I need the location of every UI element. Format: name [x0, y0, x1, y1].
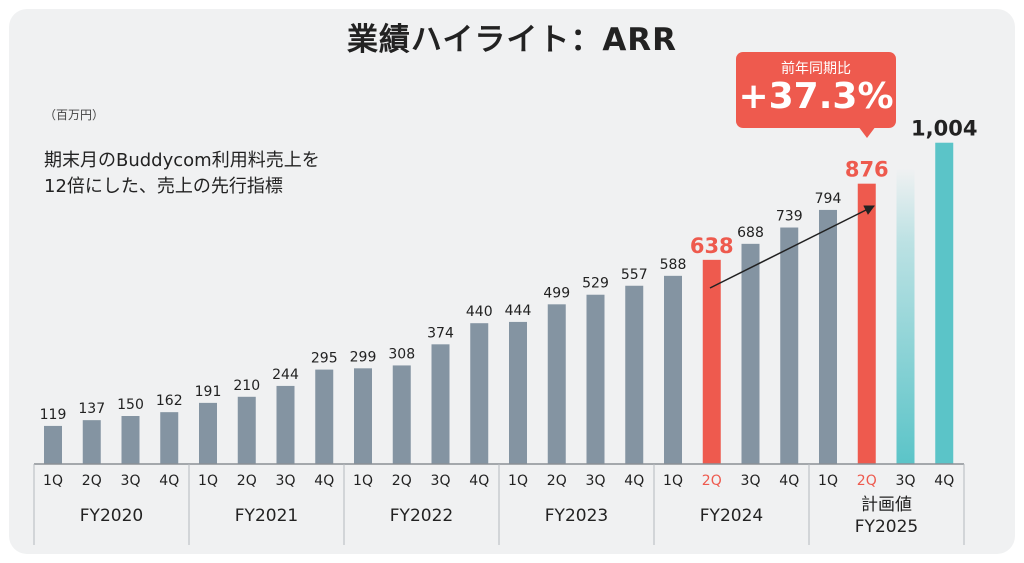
bar-2q-14 [547, 304, 566, 464]
bar-3q-3 [121, 416, 140, 464]
bar-1q-13 [509, 321, 527, 464]
bar-4q-4 [160, 412, 179, 464]
bar-4q-16 [625, 285, 644, 464]
growth-arrow [709, 205, 875, 289]
value-label: 119 [40, 407, 67, 423]
quarter-label: 2Q [702, 473, 722, 489]
value-label: 499 [543, 285, 570, 301]
bar-4q-20 [780, 227, 799, 464]
quarter-label: 3Q [741, 473, 761, 489]
quarter-label: 1Q [43, 473, 63, 489]
bar-3q-11 [431, 344, 450, 464]
quarter-label: 1Q [663, 473, 683, 489]
quarter-label: 4Q [314, 473, 334, 489]
bar-2q-18 [702, 259, 721, 464]
value-label: 295 [311, 351, 338, 367]
quarter-label: 4Q [159, 473, 179, 489]
quarter-label: 3Q [431, 473, 451, 489]
bar-4q-8 [315, 369, 334, 464]
bar-1q-1 [44, 425, 62, 464]
yoy-badge: 前年同期比 +37.3% [736, 52, 896, 128]
chart-description: 期末月のBuddycom利用料売上を 12倍にした、売上の先行指標 [44, 150, 320, 197]
bar-1q-21 [819, 209, 837, 464]
value-label: 374 [427, 325, 454, 341]
yoy-value: +37.3% [738, 76, 894, 117]
quarter-label: 2Q [857, 473, 877, 489]
bar-3q-15 [586, 294, 605, 464]
value-label: 1,004 [911, 117, 977, 141]
value-label: 688 [737, 225, 764, 241]
quarter-label: 1Q [353, 473, 373, 489]
bar-4q-24 [935, 142, 954, 464]
quarter-label: 3Q [896, 473, 916, 489]
fiscal-year-label: FY2023 [545, 506, 608, 526]
value-label: 244 [272, 367, 299, 383]
quarter-label: 3Q [276, 473, 296, 489]
fiscal-year-label: FY2020 [80, 506, 143, 526]
bar-1q-5 [199, 402, 217, 464]
bar-2q-10 [392, 365, 411, 464]
yoy-label: 前年同期比 [781, 61, 851, 77]
quarter-label: 1Q [198, 473, 218, 489]
value-label: 876 [845, 158, 889, 182]
value-label: 444 [505, 303, 532, 319]
value-label: 529 [582, 276, 609, 292]
fiscal-year-label: 計画値 [861, 495, 912, 515]
quarter-label: 2Q [547, 473, 567, 489]
bar-4q-12 [470, 323, 489, 464]
yoy-badge-pointer [858, 126, 876, 138]
value-label: 162 [156, 393, 183, 409]
quarter-label: 1Q [818, 473, 838, 489]
value-label: 588 [660, 257, 687, 273]
fiscal-year-label: FY2024 [700, 506, 763, 526]
page-title: 業績ハイライト：ARR [346, 22, 678, 58]
bar-2q-22 [857, 183, 876, 464]
quarter-label: 4Q [779, 473, 799, 489]
fiscal-year-label: FY2021 [235, 506, 298, 526]
value-label: 210 [233, 378, 260, 394]
bar-3q-19 [741, 243, 760, 464]
bar-3q-23 [896, 168, 915, 464]
bar-3q-7 [276, 385, 295, 464]
quarter-label: 3Q [121, 473, 141, 489]
quarter-label: 3Q [586, 473, 606, 489]
value-label: 440 [466, 304, 493, 320]
quarter-label: 2Q [392, 473, 412, 489]
quarter-label: 4Q [624, 473, 644, 489]
bar-1q-17 [664, 275, 682, 464]
value-label: 191 [195, 384, 222, 400]
value-label: 794 [815, 191, 842, 207]
bar-2q-2 [82, 420, 101, 464]
value-label: 137 [78, 401, 105, 417]
value-label: 299 [350, 349, 377, 365]
bar-2q-6 [237, 396, 256, 464]
value-label: 308 [388, 346, 415, 362]
fiscal-year-label: FY2025 [855, 517, 918, 537]
value-label: 557 [621, 267, 648, 283]
fiscal-year-label: FY2022 [390, 506, 453, 526]
quarter-label: 1Q [508, 473, 528, 489]
value-label: 739 [776, 209, 803, 225]
quarter-label: 2Q [237, 473, 257, 489]
quarter-label: 2Q [82, 473, 102, 489]
quarter-label: 4Q [469, 473, 489, 489]
value-label: 638 [690, 234, 734, 258]
quarter-label: 4Q [934, 473, 954, 489]
bar-1q-9 [354, 368, 372, 464]
unit-label: （百万円） [44, 108, 105, 122]
value-label: 150 [117, 397, 144, 413]
